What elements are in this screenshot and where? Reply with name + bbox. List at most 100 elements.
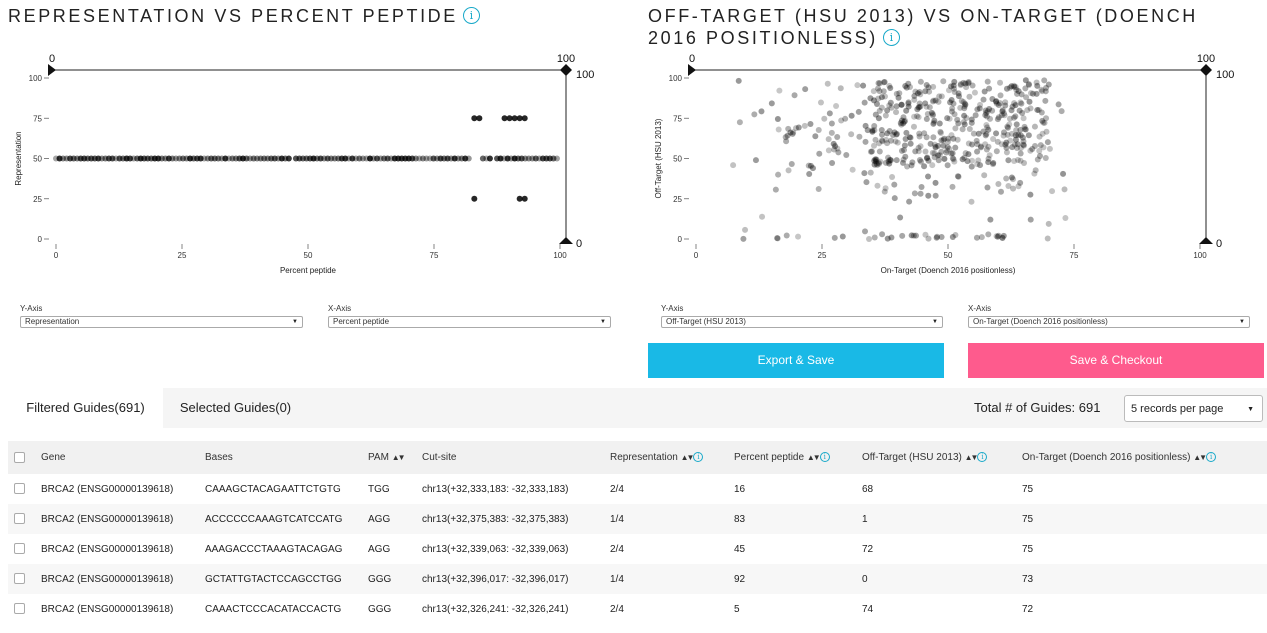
data-point — [222, 155, 229, 162]
data-point — [897, 119, 904, 126]
data-point — [875, 160, 882, 167]
table-row[interactable]: BRCA2 (ENSG00000139618) CAAACTCCCACATACCA… — [8, 594, 1267, 624]
table-row[interactable]: BRCA2 (ENSG00000139618) AAAGACCCTAAAGTACA… — [8, 534, 1267, 564]
data-point — [898, 117, 905, 124]
y-min-handle[interactable] — [559, 237, 573, 244]
data-point — [974, 148, 981, 155]
data-point — [887, 84, 894, 91]
left-xaxis-select[interactable]: Percent peptide ▼ — [328, 316, 611, 328]
info-icon[interactable]: i — [882, 28, 900, 46]
data-point — [1011, 83, 1018, 90]
data-point — [1033, 90, 1040, 97]
data-point — [1042, 155, 1049, 162]
cell-cut-site: chr13(+32,326,241: -32,326,241) — [422, 603, 569, 615]
data-point — [872, 136, 879, 143]
data-point — [109, 155, 116, 162]
row-checkbox[interactable] — [14, 543, 25, 555]
data-point — [990, 161, 997, 168]
tab-selected-guides[interactable]: Selected Guides(0) — [179, 400, 292, 415]
save-checkout-button[interactable]: Save & Checkout — [968, 343, 1264, 378]
x-max-handle[interactable] — [1200, 64, 1212, 76]
row-checkbox[interactable] — [14, 603, 25, 615]
data-point — [907, 84, 914, 91]
data-point — [863, 179, 870, 186]
data-point — [1017, 99, 1024, 106]
row-checkbox[interactable] — [14, 573, 25, 585]
data-point — [881, 79, 888, 86]
x-min-handle[interactable] — [48, 64, 56, 76]
info-icon[interactable]: i — [977, 452, 988, 463]
data-point — [869, 128, 876, 135]
info-icon[interactable]: i — [1206, 452, 1217, 463]
x-min-handle[interactable] — [688, 64, 696, 76]
data-point — [1044, 139, 1051, 146]
data-point — [947, 99, 954, 106]
data-point — [834, 145, 841, 152]
data-point — [884, 130, 891, 137]
x-tick-label: 100 — [553, 251, 567, 260]
x-max-handle[interactable] — [560, 64, 572, 76]
col-percent-peptide[interactable]: Percent peptide ▲▼ i — [734, 441, 862, 474]
right-xaxis-select[interactable]: On-Target (Doench 2016 positionless) ▼ — [968, 316, 1250, 328]
select-all-checkbox[interactable] — [14, 451, 25, 463]
data-point — [969, 157, 976, 164]
sort-icon[interactable]: ▲▼ — [680, 452, 695, 462]
sort-icon[interactable]: ▲▼ — [1193, 452, 1207, 462]
data-point — [886, 102, 893, 109]
data-point — [949, 233, 956, 240]
sort-icon[interactable]: ▲▼ — [391, 452, 406, 462]
row-checkbox[interactable] — [14, 513, 25, 525]
data-point — [807, 162, 814, 169]
data-point — [834, 134, 841, 141]
data-point — [1018, 91, 1025, 98]
export-save-button[interactable]: Export & Save — [648, 343, 944, 378]
table-row[interactable]: BRCA2 (ENSG00000139618) GCTATTGTACTCCAGCC… — [8, 564, 1267, 594]
data-point — [525, 155, 532, 162]
data-point — [889, 174, 896, 181]
row-checkbox[interactable] — [14, 483, 25, 495]
col-off-target[interactable]: Off-Target (HSU 2013) ▲▼ i — [862, 441, 1022, 474]
data-point — [1043, 115, 1050, 122]
data-point — [751, 111, 758, 118]
data-point — [784, 132, 791, 139]
data-point — [861, 99, 868, 106]
data-point — [892, 138, 899, 145]
table-row[interactable]: BRCA2 (ENSG00000139618) ACCCCCCAAAGTCATCC… — [8, 504, 1267, 534]
data-point — [1003, 175, 1010, 182]
col-on-target[interactable]: On-Target (Doench 2016 positionless) ▲▼ i — [1022, 441, 1267, 474]
sort-icon[interactable]: ▲▼ — [806, 452, 821, 462]
info-icon[interactable]: i — [693, 452, 704, 463]
data-point — [1003, 149, 1010, 156]
data-point — [965, 80, 972, 87]
data-point — [1009, 144, 1016, 151]
sort-icon[interactable]: ▲▼ — [964, 452, 979, 462]
data-point — [916, 130, 923, 137]
data-point — [1020, 141, 1027, 148]
data-point — [917, 143, 924, 150]
data-point — [511, 115, 518, 122]
data-point — [981, 88, 988, 95]
data-point — [906, 134, 913, 141]
data-point — [911, 190, 918, 197]
left-yaxis-select[interactable]: Representation ▼ — [20, 316, 303, 328]
y-tick-label: 50 — [33, 155, 42, 164]
info-icon[interactable]: i — [462, 6, 480, 24]
tab-filtered-guides[interactable]: Filtered Guides(691) — [8, 388, 163, 428]
col-pam[interactable]: PAM ▲▼ — [368, 441, 422, 474]
data-point — [790, 129, 797, 136]
data-point — [912, 88, 919, 95]
records-per-page-select[interactable]: 5 records per page ▼ — [1124, 395, 1263, 422]
data-point — [1037, 142, 1044, 149]
col-representation[interactable]: Representation ▲▼ i — [610, 441, 734, 474]
info-icon[interactable]: i — [819, 452, 830, 463]
col-representation-label: Representation — [610, 452, 678, 463]
table-row[interactable]: BRCA2 (ENSG00000139618) CAAAGCTACAGAATTCT… — [8, 474, 1267, 504]
y-min-handle[interactable] — [1199, 237, 1213, 244]
data-point — [936, 93, 943, 100]
data-point — [997, 188, 1004, 195]
data-point — [1025, 132, 1032, 139]
right-yaxis-select-group: Y-Axis Off-Target (HSU 2013) ▼ — [661, 304, 943, 328]
right-yaxis-select[interactable]: Off-Target (HSU 2013) ▼ — [661, 316, 943, 328]
data-point — [891, 129, 898, 136]
cell-bases: ACCCCCCAAAGTCATCCATG — [205, 504, 368, 534]
